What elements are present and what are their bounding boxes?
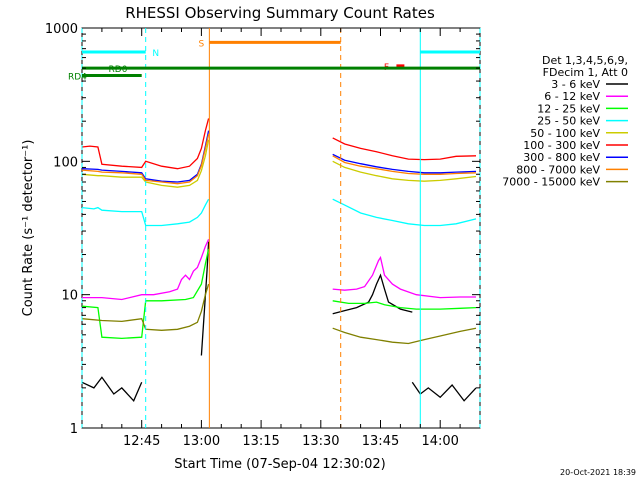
series-50-100-kev: [81, 139, 477, 188]
series-line: [332, 155, 477, 175]
legend-label: 3 - 6 keV: [551, 78, 600, 91]
legend-item: 100 - 300 keV: [523, 139, 628, 152]
series-line: [81, 133, 210, 185]
legend-header-line: Det 1,3,4,5,6,9,: [542, 54, 628, 67]
flag-rd0: RD0: [82, 65, 480, 75]
legend-header-line: FDecim 1, Att 0: [543, 66, 628, 79]
x-tick-label: 12:45: [123, 434, 160, 449]
legend-label: 7000 - 15000 keV: [502, 176, 600, 189]
series-line: [332, 255, 476, 299]
legend-item: 3 - 6 keV: [551, 78, 628, 91]
legend-label: 6 - 12 keV: [544, 90, 600, 103]
flag-label: S: [199, 39, 205, 49]
series-line: [332, 327, 477, 345]
series-line: [81, 139, 210, 188]
legend-item: 300 - 800 keV: [523, 151, 628, 164]
x-tick-label: 13:45: [362, 434, 399, 449]
axis-ticks: 12:45 13:00 13:15 13:30 13:45 14:00 1 10 100 1000: [45, 22, 480, 449]
legend: Det 1,3,4,5,6,9,FDecim 1, Att 03 - 6 keV…: [502, 54, 628, 189]
series-line: [82, 239, 210, 301]
series-line: [81, 198, 210, 227]
legend-label: 25 - 50 keV: [537, 115, 600, 128]
series-100-300-kev: [81, 118, 477, 170]
flag-label: RD0: [109, 65, 128, 75]
legend-label: 800 - 7000 keV: [516, 163, 600, 176]
series-line: [332, 273, 413, 315]
series-line: [81, 376, 143, 402]
series-line: [81, 283, 210, 331]
chart-title: RHESSI Observing Summary Count Rates: [125, 4, 435, 22]
legend-item: 12 - 25 keV: [537, 102, 628, 115]
series-line: [332, 137, 477, 161]
series-12-25-kev: [81, 248, 477, 340]
legend-item: 6 - 12 keV: [544, 90, 628, 103]
legend-label: 100 - 300 keV: [523, 139, 600, 152]
flag-rd4: RD4: [68, 73, 142, 83]
y-tick-label: 100: [53, 155, 78, 170]
series-7000-15000-kev: [81, 283, 477, 345]
y-axis-label: Count Rate (s⁻¹ detector⁻¹): [21, 140, 36, 317]
x-tick-label: 13:30: [302, 434, 339, 449]
y-tick-label: 1000: [45, 22, 78, 37]
x-tick-label: 13:15: [242, 434, 279, 449]
flag-s: S: [199, 39, 341, 49]
series-line: [332, 300, 477, 310]
series-line: [332, 153, 477, 174]
series-line: [332, 198, 477, 227]
x-tick-label: 13:00: [183, 434, 220, 449]
series-line: [81, 118, 210, 170]
flag-n: N: [82, 49, 480, 59]
legend-item: 7000 - 15000 keV: [502, 176, 628, 189]
legend-item: 50 - 100 keV: [530, 127, 628, 140]
series-line: [332, 160, 477, 182]
vertical-markers: [81, 28, 481, 428]
series-layer: [81, 118, 477, 402]
series-800-7000-kev: [81, 133, 477, 185]
flag-bars: NSFRD0RD4: [68, 39, 480, 83]
series-6-12-kev: [82, 239, 476, 301]
series-line: [81, 248, 210, 340]
flag-label: RD4: [68, 73, 87, 83]
series-25-50-kev: [81, 198, 477, 227]
x-tick-label: 14:00: [421, 434, 458, 449]
x-axis-label: Start Time (07-Sep-04 12:30:02): [174, 457, 385, 472]
legend-item: 25 - 50 keV: [537, 115, 628, 128]
series-line: [411, 381, 477, 402]
legend-item: 800 - 7000 keV: [516, 163, 628, 176]
flag-label: N: [152, 49, 159, 59]
series-3-6-kev: [81, 241, 477, 402]
y-tick-label: 1: [70, 422, 78, 437]
legend-label: 300 - 800 keV: [523, 151, 600, 164]
legend-label: 50 - 100 keV: [530, 127, 600, 140]
y-tick-label: 10: [61, 289, 78, 304]
series-line: [200, 241, 210, 356]
legend-label: 12 - 25 keV: [537, 102, 600, 115]
footer-date: 20-Oct-2021 18:39: [560, 468, 636, 477]
